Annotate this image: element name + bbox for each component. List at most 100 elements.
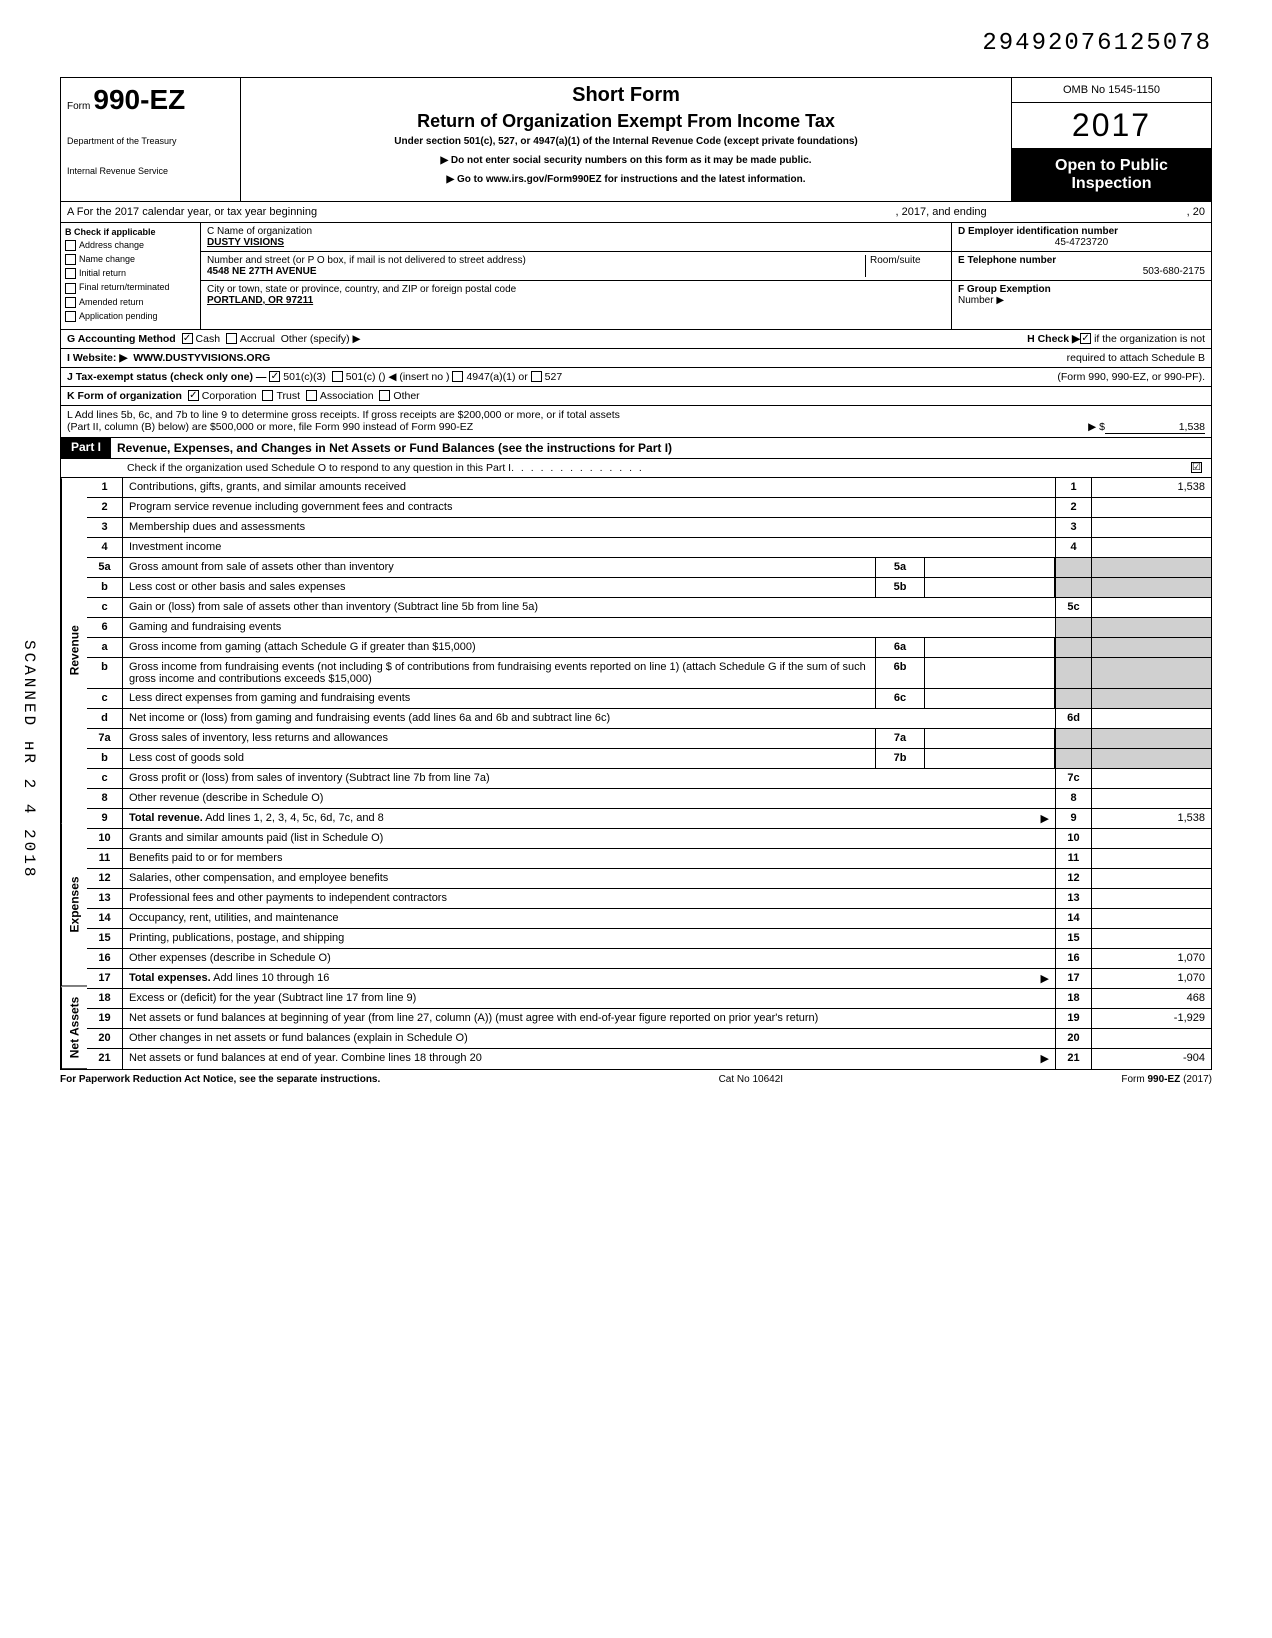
line-num: 16 — [87, 949, 123, 968]
line-num: 3 — [87, 518, 123, 537]
chk-schedule-o[interactable]: ☑ — [1191, 462, 1202, 473]
chk-corp[interactable]: ✓ — [188, 390, 199, 401]
line-desc: Gross amount from sale of assets other t… — [123, 558, 875, 577]
footer: For Paperwork Reduction Act Notice, see … — [60, 1070, 1212, 1089]
line-num: b — [87, 658, 123, 688]
right-num: 8 — [1055, 789, 1091, 808]
mid-num: 6b — [875, 658, 925, 688]
line-desc: Net income or (loss) from gaming and fun… — [123, 709, 1055, 728]
line-num: 13 — [87, 889, 123, 908]
chk-initial[interactable]: Initial return — [65, 268, 196, 279]
group-exemption-number: Number ▶ — [958, 295, 1205, 306]
col-b-header: B Check if applicable — [65, 227, 196, 237]
chk-4947[interactable] — [452, 371, 463, 382]
right-val — [1091, 689, 1211, 708]
street-label: Number and street (or P O box, if mail i… — [207, 255, 865, 266]
right-val — [1091, 829, 1211, 848]
chk-501c[interactable] — [332, 371, 343, 382]
line-17: 17Total expenses. Add lines 10 through 1… — [87, 969, 1211, 989]
chk-address[interactable]: Address change — [65, 240, 196, 251]
line-desc: Net assets or fund balances at beginning… — [123, 1009, 1055, 1028]
line-16: 16Other expenses (describe in Schedule O… — [87, 949, 1211, 969]
line-desc: Total expenses. Add lines 10 through 16 … — [123, 969, 1055, 988]
right-num: 19 — [1055, 1009, 1091, 1028]
chk-name[interactable]: Name change — [65, 254, 196, 265]
line-9: 9Total revenue. Add lines 1, 2, 3, 4, 5c… — [87, 809, 1211, 829]
mid-val — [925, 558, 1055, 577]
mid-val — [925, 689, 1055, 708]
line-num: 7a — [87, 729, 123, 748]
chk-501c3[interactable]: ✓ — [269, 371, 280, 382]
line-desc: Contributions, gifts, grants, and simila… — [123, 478, 1055, 497]
expenses-label: Expenses — [61, 823, 87, 986]
line-c: cGross profit or (loss) from sales of in… — [87, 769, 1211, 789]
line-num: 19 — [87, 1009, 123, 1028]
name-label: C Name of organization — [207, 226, 945, 237]
right-num: 6d — [1055, 709, 1091, 728]
col-de: D Employer identification number 45-4723… — [951, 223, 1211, 329]
chk-accrual[interactable] — [226, 333, 237, 344]
chk-pending[interactable]: Application pending — [65, 311, 196, 322]
line-b: bLess cost or other basis and sales expe… — [87, 578, 1211, 598]
part1-check-row: Check if the organization used Schedule … — [60, 459, 1212, 478]
chk-trust[interactable] — [262, 390, 273, 401]
chk-final[interactable]: Final return/terminated — [65, 282, 196, 293]
tax-year: 2017 — [1012, 103, 1211, 149]
line-desc: Other changes in net assets or fund bala… — [123, 1029, 1055, 1048]
right-val — [1091, 598, 1211, 617]
dept-treasury: Department of the Treasury — [67, 136, 234, 146]
line-18: 18Excess or (deficit) for the year (Subt… — [87, 989, 1211, 1009]
chk-schedule-b[interactable]: ✓ — [1080, 333, 1091, 344]
main-table: Revenue Expenses Net Assets 1Contributio… — [60, 478, 1212, 1070]
right-val — [1091, 558, 1211, 577]
right-val — [1091, 849, 1211, 868]
footer-mid: Cat No 10642I — [719, 1074, 784, 1085]
right-val: 468 — [1091, 989, 1211, 1008]
line-desc: Benefits paid to or for members — [123, 849, 1055, 868]
right-num: 7c — [1055, 769, 1091, 788]
line-desc: Printing, publications, postage, and shi… — [123, 929, 1055, 948]
line-num: b — [87, 749, 123, 768]
chk-amended[interactable]: Amended return — [65, 297, 196, 308]
chk-assoc[interactable] — [306, 390, 317, 401]
right-num: 5c — [1055, 598, 1091, 617]
right-num: 12 — [1055, 869, 1091, 888]
subtitle: Under section 501(c), 527, or 4947(a)(1)… — [247, 136, 1005, 147]
col-b: B Check if applicable Address change Nam… — [61, 223, 201, 329]
row-a-label: A For the 2017 calendar year, or tax yea… — [67, 206, 317, 218]
line-desc: Gain or (loss) from sale of assets other… — [123, 598, 1055, 617]
right-val — [1091, 538, 1211, 557]
line-desc: Less cost of goods sold — [123, 749, 875, 768]
row-k: K Form of organization ✓Corporation Trus… — [60, 387, 1212, 406]
right-val — [1091, 869, 1211, 888]
line-5a: 5aGross amount from sale of assets other… — [87, 558, 1211, 578]
right-num: 18 — [1055, 989, 1091, 1008]
scanned-stamp: SCANNED нR 2 4 2018 — [20, 640, 38, 879]
right-num: 11 — [1055, 849, 1091, 868]
mid-val — [925, 578, 1055, 597]
row-j: J Tax-exempt status (check only one) — ✓… — [60, 368, 1212, 387]
right-num: 1 — [1055, 478, 1091, 497]
phone-label: E Telephone number — [958, 255, 1205, 266]
line-desc: Grants and similar amounts paid (list in… — [123, 829, 1055, 848]
chk-527[interactable] — [531, 371, 542, 382]
netassets-label: Net Assets — [61, 987, 87, 1069]
line-num: c — [87, 689, 123, 708]
ein-value: 45-4723720 — [958, 237, 1205, 248]
line-num: 8 — [87, 789, 123, 808]
mid-val — [925, 638, 1055, 657]
mid-num: 7a — [875, 729, 925, 748]
line-b: bLess cost of goods sold7b — [87, 749, 1211, 769]
line-desc: Other expenses (describe in Schedule O) — [123, 949, 1055, 968]
chk-cash[interactable]: ✓ — [182, 333, 193, 344]
right-num: 9 — [1055, 809, 1091, 828]
chk-other-org[interactable] — [379, 390, 390, 401]
row-i: I Website: ▶ WWW.DUSTYVISIONS.ORG requir… — [60, 349, 1212, 368]
line-desc: Occupancy, rent, utilities, and maintena… — [123, 909, 1055, 928]
line-num: c — [87, 769, 123, 788]
line-a: aGross income from gaming (attach Schedu… — [87, 638, 1211, 658]
org-name: DUSTY VISIONS — [207, 237, 945, 248]
right-val: 1,538 — [1091, 809, 1211, 828]
mid-num: 7b — [875, 749, 925, 768]
line-4: 4Investment income4 — [87, 538, 1211, 558]
